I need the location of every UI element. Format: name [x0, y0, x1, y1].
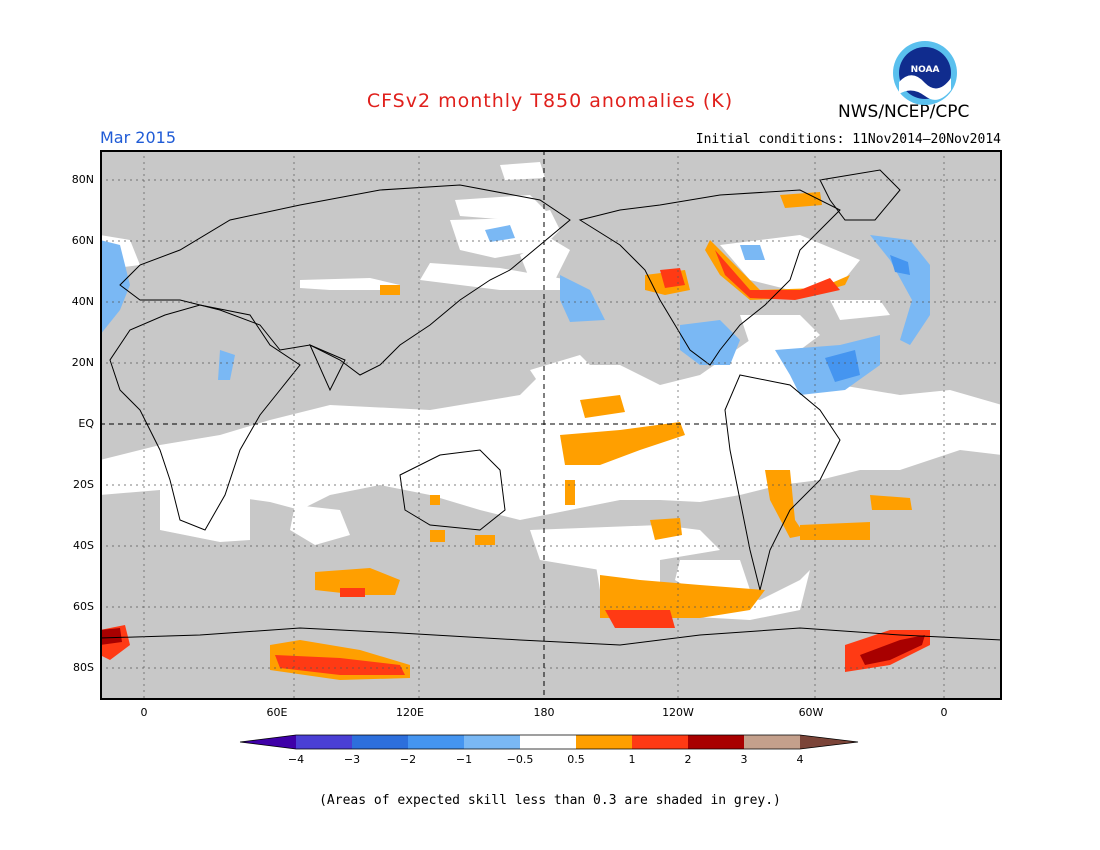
lat-label-40s: 40S [73, 539, 94, 552]
colorbar-label-1: 1 [628, 753, 636, 766]
colorbar-cell-05-1 [576, 735, 632, 749]
colorbar-cell-1-2 [632, 735, 688, 749]
lon-label-0: 0 [140, 706, 148, 719]
lat-label-40n: 40N [71, 295, 94, 308]
colorbar-label-3: 3 [740, 753, 748, 766]
colorbar-label-minus05: −0.5 [506, 753, 534, 766]
lat-label-80n: 80N [71, 173, 94, 186]
colorbar-cell-minus1-minus05 [464, 735, 520, 749]
lon-label-120w: 120W [662, 706, 694, 719]
skill-note: (Areas of expected skill less than 0.3 a… [319, 793, 781, 808]
colorbar-cell-lt-minus4 [240, 735, 296, 749]
colorbar-label-05: 0.5 [567, 753, 585, 766]
colorbar-label-4: 4 [796, 753, 804, 766]
agency-label: NWS/NCEP/CPC [838, 102, 970, 122]
noaa-logo: NOAA [893, 41, 957, 105]
lat-label-eq: EQ [78, 417, 94, 430]
forecast-month: Mar 2015 [100, 128, 176, 147]
colorbar-cell-minus4-minus3 [296, 735, 352, 749]
lat-label-20s: 20S [73, 478, 94, 491]
lon-label-120e: 120E [396, 706, 424, 719]
coastlines [100, 169, 1002, 646]
colorbar-label-2: 2 [684, 753, 692, 766]
colorbar-label-minus1: −1 [455, 753, 473, 766]
lon-label-0-east: 0 [940, 706, 948, 719]
initial-conditions: Initial conditions: 11Nov2014–20Nov2014 [695, 132, 1001, 147]
colorbar [239, 734, 859, 750]
lat-label-60n: 60N [71, 234, 94, 247]
graticule [100, 150, 1002, 700]
colorbar-cell-minus2-minus1 [408, 735, 464, 749]
colorbar-cell-3-4 [744, 735, 800, 749]
colorbar-cell-neutral [520, 735, 576, 749]
lat-label-20n: 20N [71, 356, 94, 369]
colorbar-label-minus2: −2 [399, 753, 417, 766]
lat-label-80s: 80S [73, 661, 94, 674]
colorbar-cell-2-3 [688, 735, 744, 749]
map-frame [100, 150, 1002, 700]
colorbar-cell-gt-4 [800, 735, 858, 749]
map-title: CFSv2 monthly T850 anomalies (K) [366, 90, 734, 112]
positive-anomaly-regions [100, 192, 930, 680]
anomaly-map [100, 150, 1002, 700]
noaa-logo-text: NOAA [911, 65, 940, 75]
negative-anomaly-regions [100, 225, 930, 395]
colorbar-label-minus4: −4 [287, 753, 305, 766]
lon-label-180: 180 [533, 706, 555, 719]
colorbar-outline [239, 734, 859, 750]
colorbar-label-minus3: −3 [343, 753, 361, 766]
lon-label-60w: 60W [798, 706, 824, 719]
lat-label-60s: 60S [73, 600, 94, 613]
colorbar-cell-minus3-minus2 [352, 735, 408, 749]
lon-label-60e: 60E [266, 706, 288, 719]
